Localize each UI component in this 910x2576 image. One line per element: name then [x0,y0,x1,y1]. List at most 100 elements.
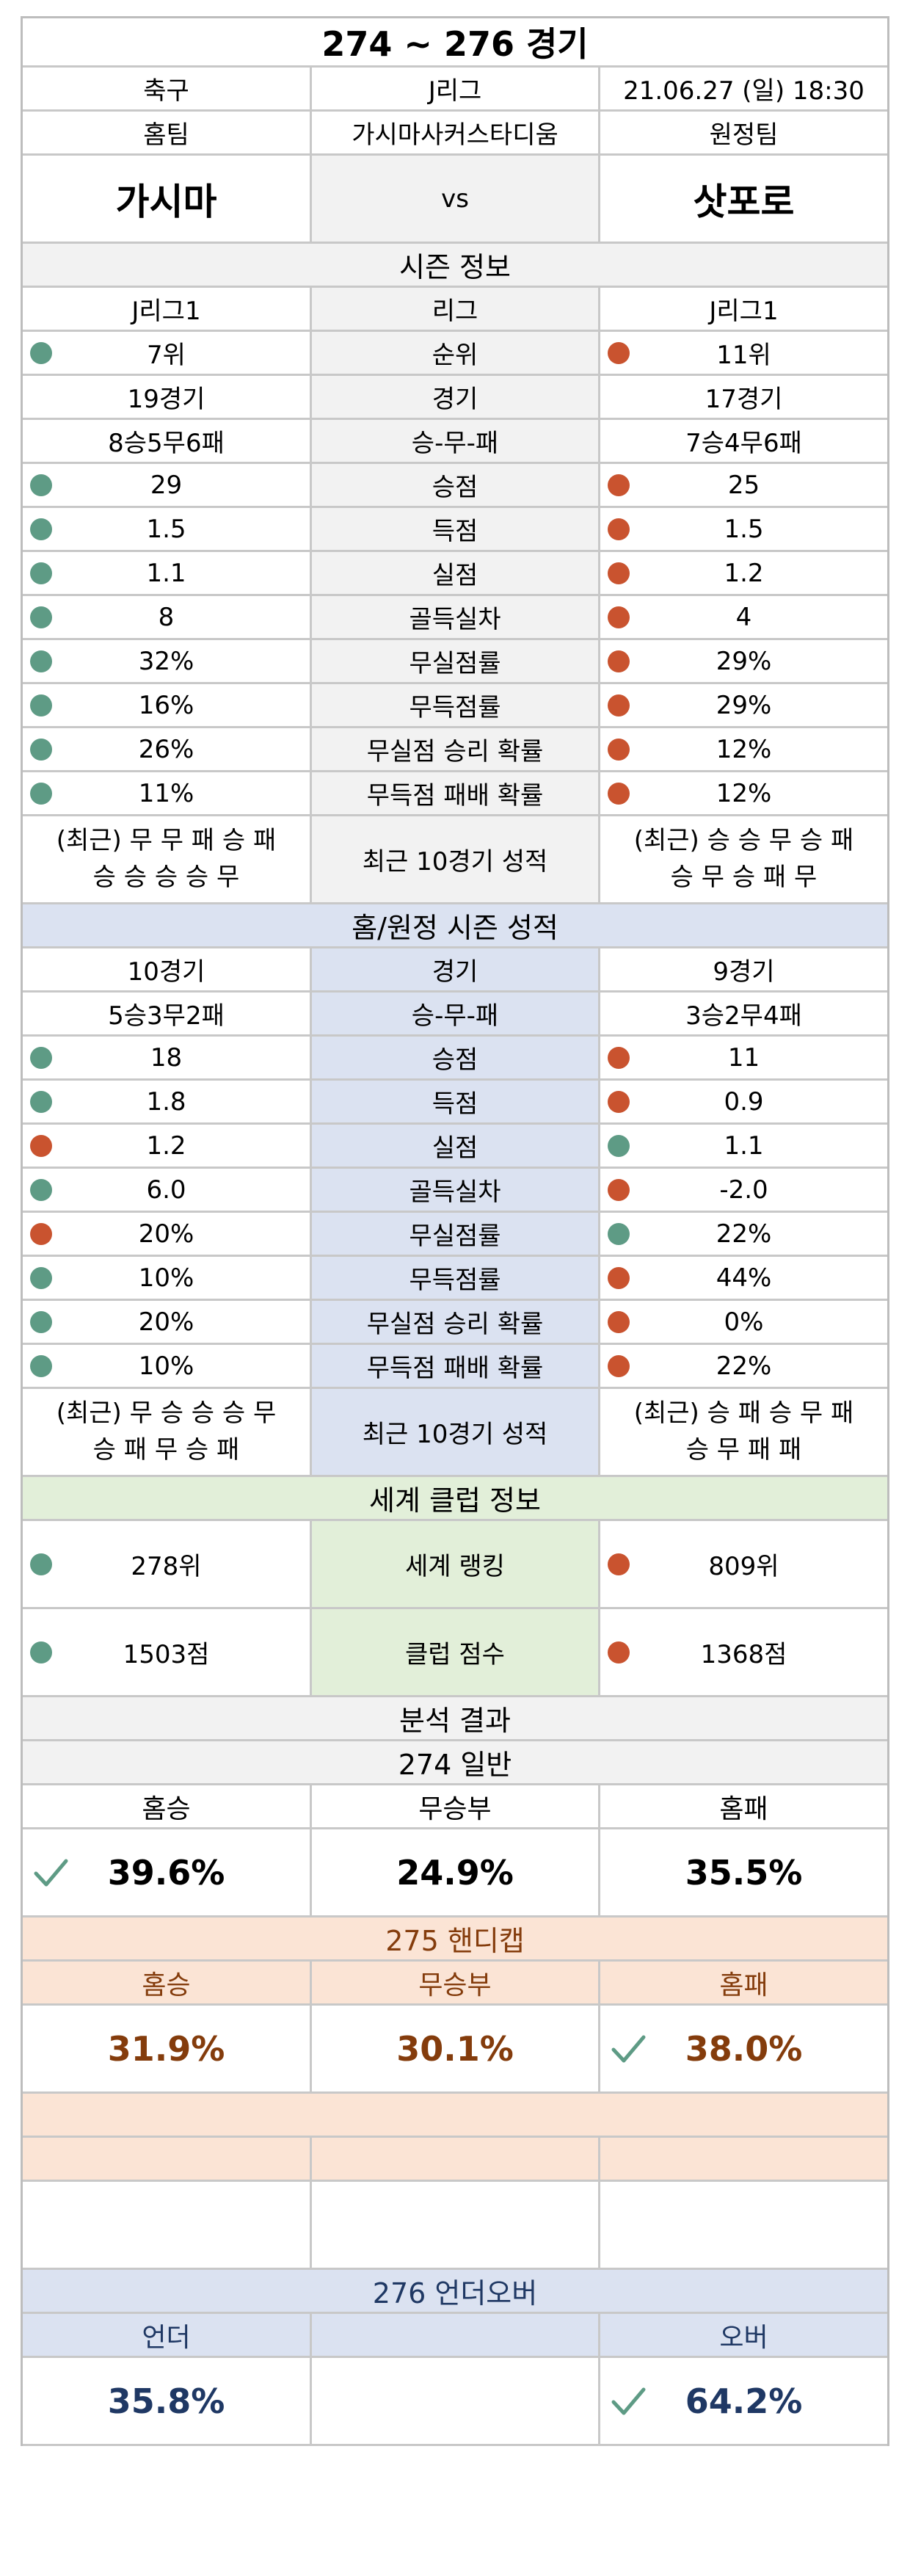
draw-label: 무승부 [312,1962,600,2003]
empty-peach-row [23,2094,887,2138]
empty-peach-split-row [23,2138,887,2182]
title-row: 274 ~ 276 경기 [23,16,887,68]
away-stat-value-text: -2.0 [719,1175,768,1205]
handicap-subheader: 275 핸디캡 [23,1918,887,1962]
empty-cell [23,2182,312,2268]
away-stat-value: 22% [600,1213,887,1255]
stat-row: 1.5 득점 1.5 [23,508,887,552]
recent-form-line: (최근) 무 무 패 승 패 [56,826,277,856]
empty-cell [312,2182,600,2268]
status-dot-icon [608,694,630,716]
stat-label: 무득점 패배 확률 [312,1345,600,1387]
status-dot-icon [608,738,630,761]
away-stat-value-text: 4 [735,602,752,632]
under-value: 35.8% [23,2358,312,2444]
home-stat-value: 10경기 [23,948,312,990]
probability-value: 38.0% [685,2028,803,2069]
world-club-table: 278위 세계 랭킹 809위 1503점 클럽 점수 1368점 [23,1521,887,1697]
home-stat-value-text: 1.2 [146,1131,186,1161]
stat-label-text: 경기 [432,957,478,987]
home-stat-value: 6.0 [23,1169,312,1211]
away-stat-value: 29% [600,684,887,726]
away-stat-value: 1.5 [600,508,887,550]
stat-label-text: 무실점률 [409,649,501,678]
away-team-label: 원정팀 [709,120,779,150]
home-stat-value: 18 [23,1037,312,1078]
away-stat-value-text: 9경기 [713,957,775,987]
status-dot-icon [608,1046,630,1069]
stat-label: 무득점률 [312,684,600,726]
home-loss-label: 홈패 [719,1793,768,1824]
home-stat-value: 8 [23,596,312,638]
stat-label: 승-무-패 [312,993,600,1034]
status-dot-icon [608,650,630,672]
stat-row: 7위 순위 11위 [23,332,887,376]
empty-cell [312,2314,600,2356]
stat-label-text: 득점 [432,517,478,546]
recent-form-line: 승 무 승 패 무 [670,862,818,892]
away-stat-value-text: J리그1 [709,297,779,326]
home-win-value: 39.6% [23,1829,312,1915]
stat-row: 10% 무득점 패배 확률 22% [23,1345,887,1389]
stat-label: 경기 [312,948,600,990]
stat-label-text: 골득실차 [409,605,501,634]
stat-label: 무실점 승리 확률 [312,728,600,770]
away-stat-value: 12% [600,772,887,814]
home-stat-value: 20% [23,1213,312,1255]
stat-row: 18 승점 11 [23,1037,887,1081]
home-win-label: 홈승 [23,1962,312,2003]
empty-cell [312,2138,600,2180]
home-recent-form: (최근) 무 승 승 승 무 승 패 무 승 패 [23,1389,312,1475]
stat-row: 11% 무득점 패배 확률 12% [23,772,887,816]
status-dot-icon [30,1553,52,1575]
away-stat-value-text: 25 [727,470,760,500]
match-info-row: 축구 J리그 21.06.27 (일) 18:30 [23,68,887,112]
home-recent-form: (최근) 무 무 패 승 패 승 승 승 승 무 [23,816,312,902]
home-stat-value-text: 10경기 [127,957,205,987]
handicap-label-row: 홈승 무승부 홈패 [23,1962,887,2006]
empty-cell [23,2094,887,2136]
home-stat-value-text: 10% [138,1351,194,1381]
away-stat-value: 25 [600,464,887,506]
away-stat-value: 1368점 [600,1609,887,1695]
stat-row: 20% 무실점률 22% [23,1213,887,1257]
status-dot-icon [30,1641,52,1663]
stat-label: 실점 [312,552,600,594]
away-stat-value: 1.1 [600,1125,887,1167]
checkmark-icon [34,1859,68,1886]
analysis-section-header: 분석 결과 [23,1697,887,1741]
home-team-name: 가시마 [23,156,312,242]
sport-label: 축구 [23,68,312,109]
stat-label-text: 클럽 점수 [405,1640,505,1669]
home-stat-value-text: 16% [138,690,194,720]
home-loss-label: 홈패 [719,1970,768,2000]
home-stat-value-text: 5승3무2패 [108,1001,225,1031]
away-stat-value-text: 0.9 [724,1086,764,1117]
away-stat-value-text: 1368점 [700,1640,787,1669]
checkmark-icon [611,2035,646,2062]
draw-value: 24.9% [312,1829,600,1915]
away-stat-value-text: 17경기 [705,385,783,414]
subsection-title: 275 핸디캡 [385,1925,525,1957]
subsection-title: 274 일반 [398,1749,512,1781]
home-stat-value: 10% [23,1257,312,1299]
probability-value: 30.1% [396,2028,514,2069]
status-dot-icon [608,1222,630,1245]
status-dot-icon [30,1310,52,1333]
status-dot-icon [608,474,630,496]
stat-label-text: 무득점률 [409,693,501,722]
away-stat-value: 3승2무4패 [600,993,887,1034]
away-stat-value-text: 3승2무4패 [685,1001,802,1031]
stat-row: 32% 무실점률 29% [23,640,887,684]
stat-label: 득점 [312,508,600,550]
away-stat-value: 22% [600,1345,887,1387]
league-label: J리그 [312,68,600,109]
home-stat-value: 1.5 [23,508,312,550]
home-stat-value: J리그1 [23,288,312,330]
stat-label: 승-무-패 [312,420,600,462]
draw-label: 무승부 [312,1785,600,1827]
status-dot-icon [30,1090,52,1113]
underover-label-row: 언더 오버 [23,2314,887,2358]
away-stat-value: 0% [600,1301,887,1343]
stat-label-text: 세계 랭킹 [405,1552,505,1581]
